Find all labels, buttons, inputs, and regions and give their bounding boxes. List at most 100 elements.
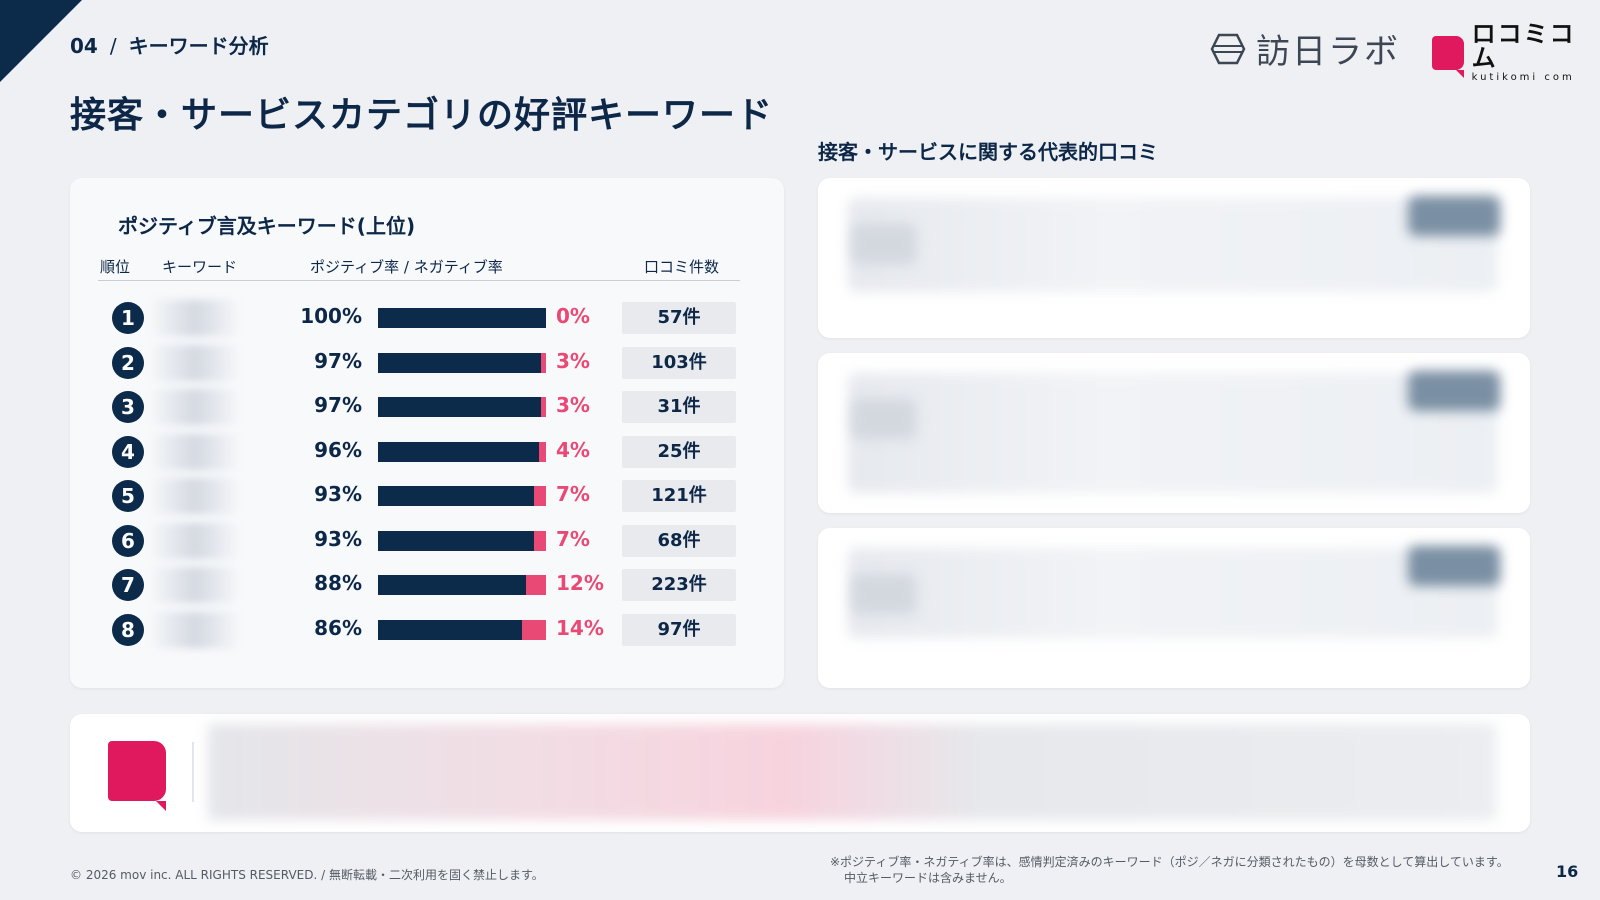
- negative-rate: 0%: [556, 304, 590, 328]
- reviewer-avatar-redacted: [852, 399, 916, 439]
- rank-badge: 2: [112, 346, 144, 379]
- negative-rate: 12%: [556, 571, 604, 595]
- copyright: © 2026 mov inc. ALL RIGHTS RESERVED. / 無…: [70, 868, 544, 882]
- summary-banner: [70, 714, 1530, 832]
- col-header-rate: ポジティブ率 / ネガティブ率: [310, 258, 503, 276]
- table-row: 2 97% 3% 103件: [70, 343, 784, 383]
- review-card-3: [818, 528, 1530, 688]
- keyword-ranking-heading: ポジティブ言及キーワード(上位): [118, 214, 416, 238]
- reviewer-avatar-redacted: [852, 224, 916, 264]
- keyword-redacted: [150, 611, 240, 648]
- positive-bar-fill: [378, 619, 523, 640]
- positive-rate: 93%: [314, 526, 362, 551]
- page-number: 16: [1556, 862, 1579, 881]
- negative-rate: 4%: [556, 437, 590, 462]
- rank-badge: 4: [112, 435, 144, 468]
- houjin-lab-logo: 訪日ラボ: [1210, 24, 1400, 73]
- negative-rate: 14%: [556, 615, 604, 640]
- table-row: 8 86% 14% 97件: [70, 610, 784, 650]
- positive-bar-fill: [378, 530, 535, 551]
- page-title: 接客・サービスカテゴリの好評キーワード: [70, 95, 774, 136]
- review-text-redacted: [848, 198, 1498, 292]
- table-row: 1 100% 0% 57件: [70, 298, 784, 338]
- sentiment-bar: [378, 486, 546, 506]
- kuchikomi-logo: ロコミコム kutikomi com: [1432, 22, 1600, 83]
- footnote: ※ポジティブ率・ネガティブ率は、感情判定済みのキーワード（ポジ／ネガに分類された…: [830, 854, 1509, 886]
- col-header-keyword: キーワード: [162, 258, 238, 276]
- negative-rate: 7%: [556, 526, 590, 551]
- review-count: 103件: [622, 346, 736, 379]
- keyword-redacted: [150, 389, 240, 425]
- table-header-divider: [98, 280, 740, 281]
- keyword-redacted: [150, 433, 240, 470]
- positive-bar-fill: [378, 397, 541, 417]
- speech-bubble-icon: [1432, 35, 1464, 78]
- positive-bar-fill: [378, 575, 526, 595]
- hexagon-logo-icon: [1210, 33, 1246, 64]
- positive-rate: 97%: [314, 393, 362, 417]
- positive-rate: 93%: [314, 482, 362, 506]
- review-count: 121件: [622, 480, 736, 512]
- review-text-redacted: [848, 373, 1498, 493]
- section-number: 04: [70, 34, 98, 58]
- col-header-rank: 順位: [100, 258, 131, 276]
- table-row: 7 88% 12% 223件: [70, 565, 784, 605]
- review-badge-redacted: [1408, 546, 1500, 586]
- review-count: 25件: [622, 435, 736, 468]
- review-card-1: [818, 178, 1530, 338]
- keyword-redacted: [150, 300, 240, 336]
- reviews-title: 接客・サービスに関する代表的口コミ: [818, 140, 1158, 164]
- table-row: 4 96% 4% 25件: [70, 432, 784, 472]
- positive-rate: 96%: [314, 437, 362, 462]
- review-count: 31件: [622, 391, 736, 423]
- sentiment-bar: [378, 575, 546, 595]
- sentiment-bar: [378, 619, 546, 640]
- positive-bar-fill: [378, 441, 540, 462]
- houjin-lab-text: 訪日ラボ: [1256, 32, 1400, 72]
- review-count: 223件: [622, 569, 736, 601]
- table-row: 5 93% 7% 121件: [70, 476, 784, 516]
- banner-divider: [192, 742, 194, 802]
- review-text-redacted: [848, 548, 1498, 638]
- col-header-count: 口コミ件数: [644, 258, 720, 276]
- keyword-redacted: [150, 478, 240, 514]
- review-count: 57件: [622, 302, 736, 334]
- sentiment-bar: [378, 352, 546, 373]
- speech-bubble-icon: [108, 741, 166, 811]
- negative-rate: 3%: [556, 393, 590, 417]
- review-badge-redacted: [1408, 196, 1500, 236]
- footnote-line-2: 中立キーワードは含みません。: [844, 871, 1012, 885]
- rank-badge: 6: [112, 524, 144, 557]
- reviewer-avatar-redacted: [852, 574, 916, 614]
- summary-text-redacted: [208, 724, 1496, 820]
- table-row: 3 97% 3% 31件: [70, 387, 784, 427]
- rank-badge: 7: [112, 569, 144, 601]
- sentiment-bar: [378, 530, 546, 551]
- table-row: 6 93% 7% 68件: [70, 521, 784, 561]
- keyword-redacted: [150, 522, 240, 559]
- section-name: キーワード分析: [128, 34, 269, 58]
- positive-bar-fill: [378, 486, 535, 506]
- rank-badge: 8: [112, 613, 144, 646]
- rank-badge: 5: [112, 480, 144, 512]
- review-count: 68件: [622, 524, 736, 557]
- rank-badge: 1: [112, 302, 144, 334]
- negative-rate: 7%: [556, 482, 590, 506]
- positive-bar-fill: [378, 352, 541, 373]
- section-separator: /: [109, 34, 117, 58]
- keyword-ranking-panel: ポジティブ言及キーワード(上位) 順位 キーワード ポジティブ率 / ネガティブ…: [70, 178, 784, 688]
- footnote-line-1: ※ポジティブ率・ネガティブ率は、感情判定済みのキーワード（ポジ／ネガに分類された…: [830, 855, 1509, 869]
- positive-rate: 86%: [314, 615, 362, 640]
- kuchikomi-logo-en: kutikomi com: [1471, 72, 1575, 83]
- corner-accent: [0, 0, 82, 82]
- keyword-redacted: [150, 567, 240, 603]
- section-label: 04 / キーワード分析: [70, 30, 269, 59]
- kuchikomi-logo-jp: ロコミコム: [1471, 20, 1576, 72]
- sentiment-bar: [378, 441, 546, 462]
- positive-bar-fill: [378, 308, 546, 328]
- positive-rate: 100%: [300, 304, 362, 328]
- keyword-redacted: [150, 344, 240, 381]
- review-count: 97件: [622, 613, 736, 646]
- sentiment-bar: [378, 308, 546, 328]
- positive-rate: 88%: [314, 571, 362, 595]
